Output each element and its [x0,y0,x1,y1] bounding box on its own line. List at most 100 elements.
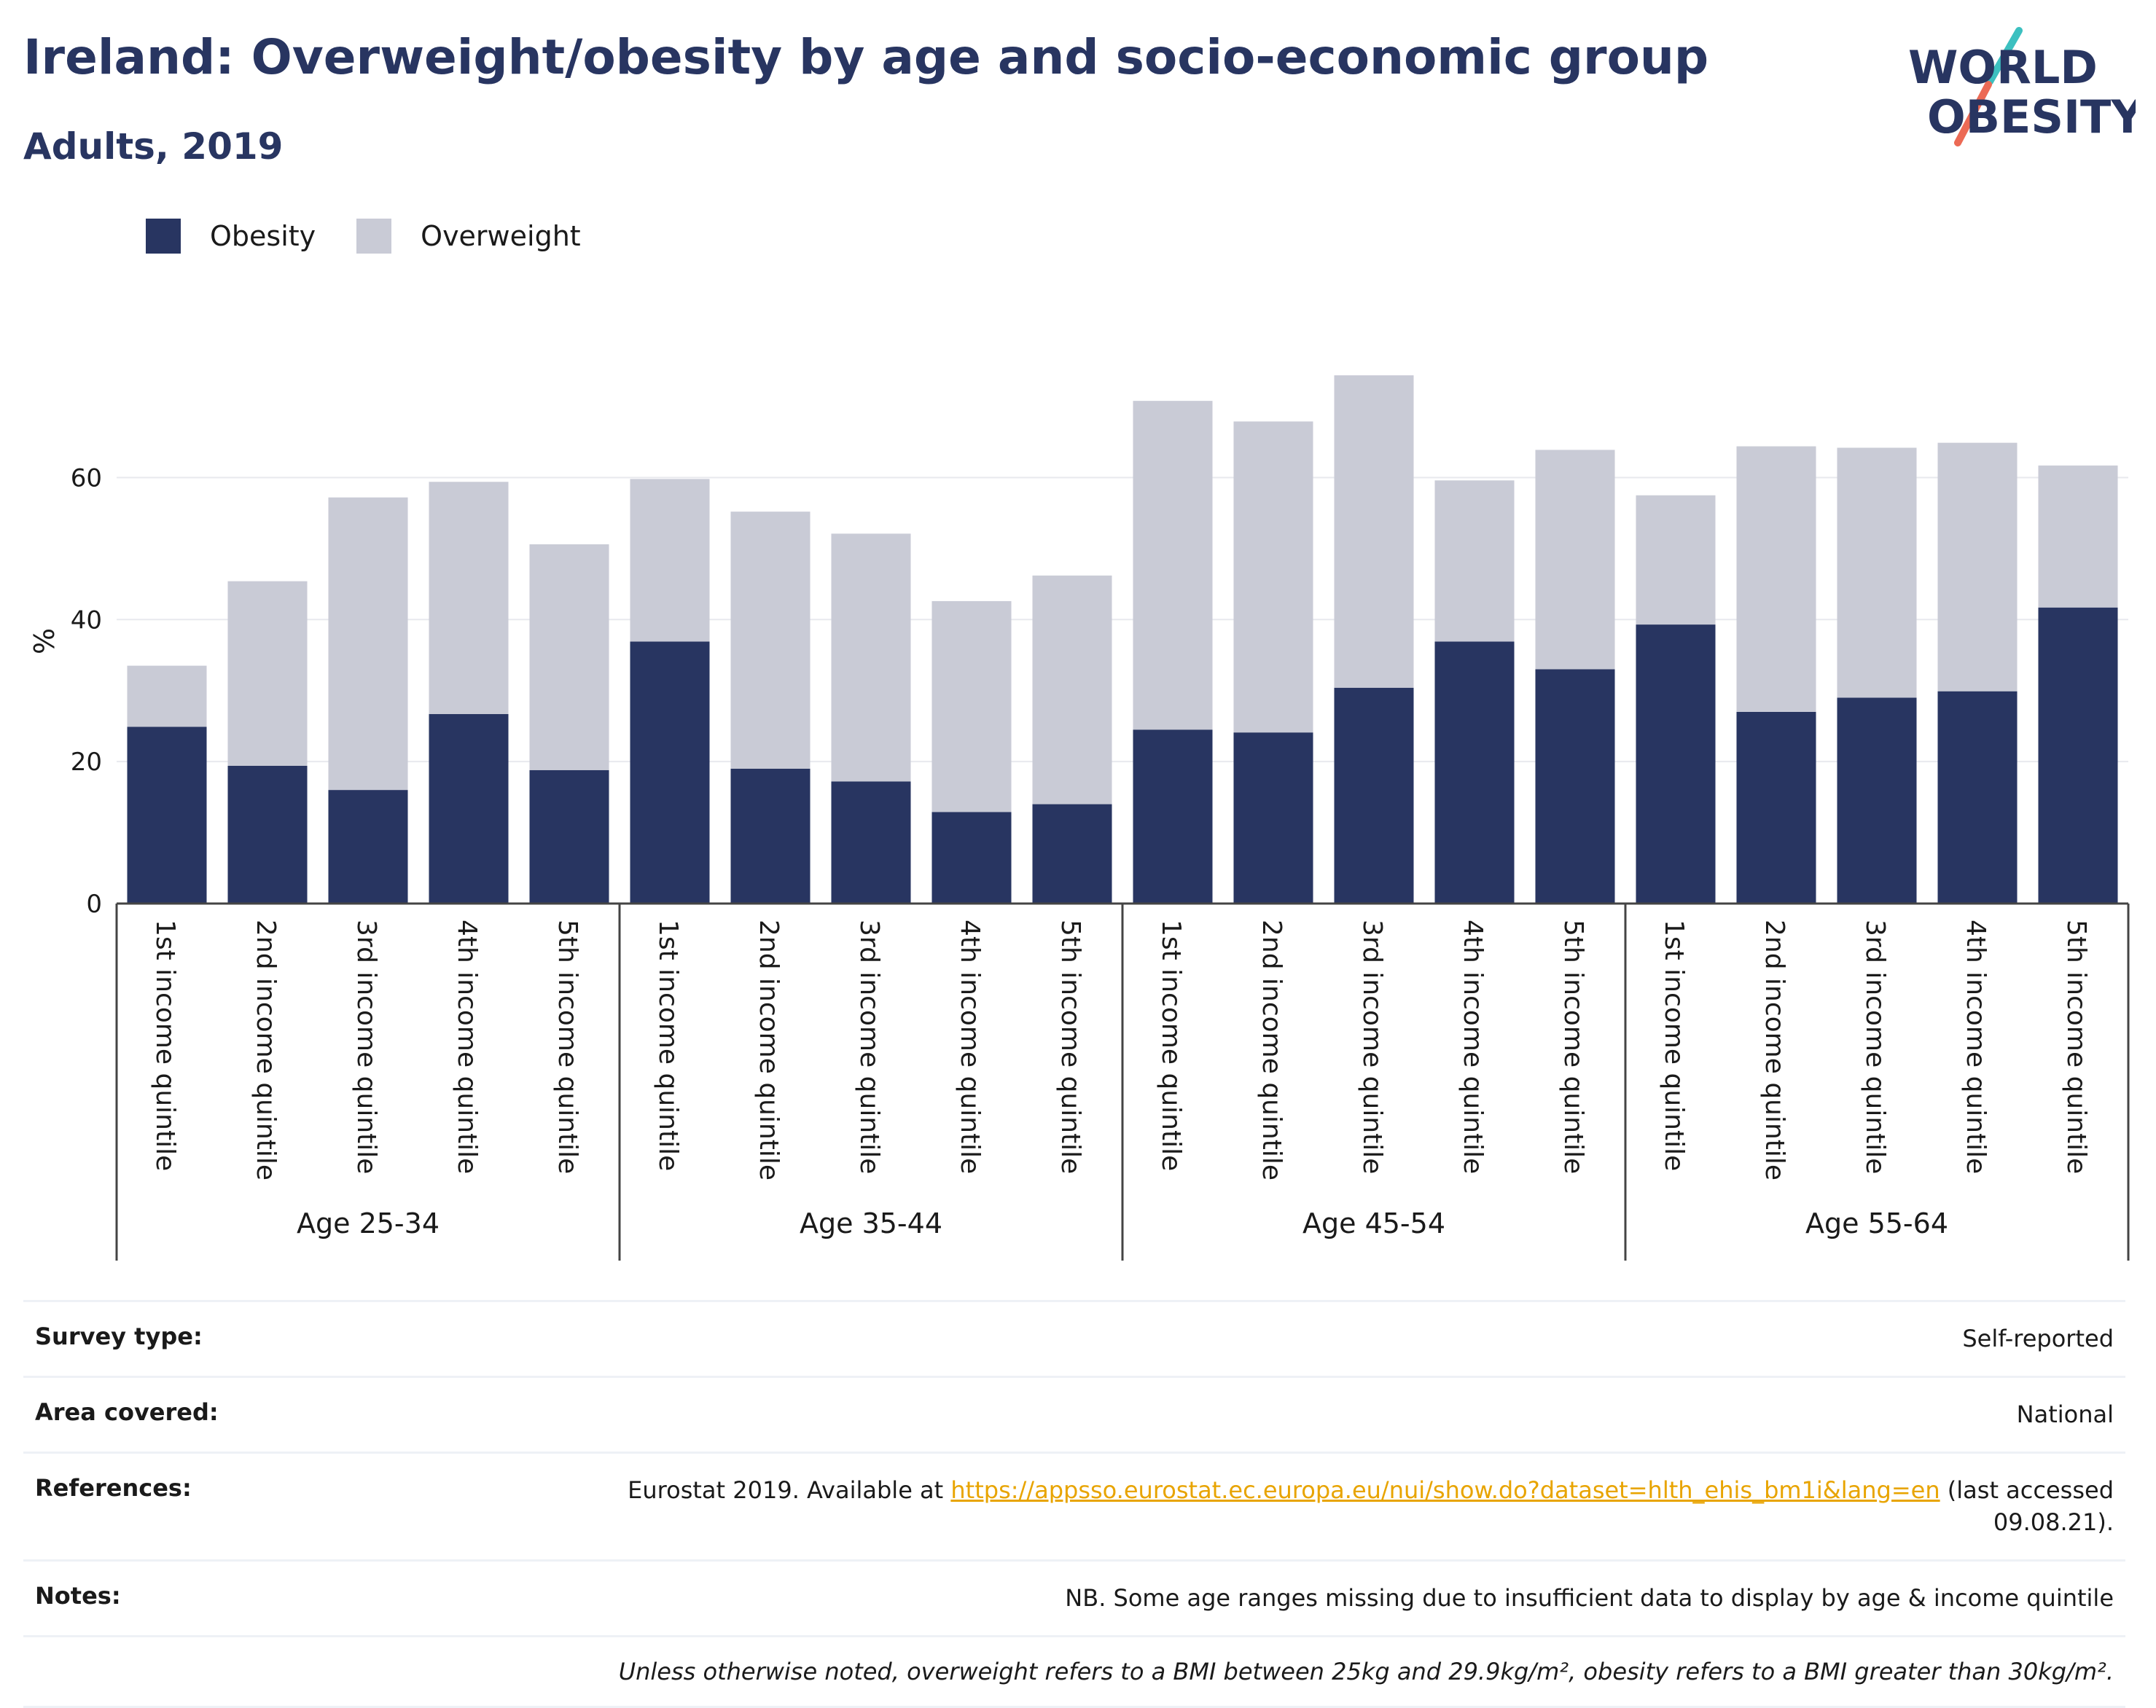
legend-item-obesity[interactable]: Obesity [146,219,316,254]
reference-text-after: (last accessed 09.08.21). [1940,1476,2114,1537]
reference-link[interactable]: https://appsso.eurostat.ec.europa.eu/nui… [950,1476,1940,1504]
bar-obesity [1233,732,1313,904]
x-tick-label: 4th income quintile [1458,920,1488,1174]
bar-obesity [1736,711,1816,904]
bar-obesity [328,790,408,904]
bar-obesity [730,768,811,904]
x-tick-label: 4th income quintile [955,920,985,1174]
legend-swatch-obesity [146,219,181,254]
x-tick-label: 1st income quintile [1156,920,1186,1171]
bar-obesity [1636,624,1716,904]
bar-overweight [1736,446,1816,712]
bar-overweight [1032,575,1112,804]
y-tick-label: 20 [71,748,102,777]
world-obesity-logo: WORLD OBESITY [1908,27,2136,146]
bar-overweight [1937,442,2018,692]
bar-overweight [1133,401,1213,730]
bar-obesity [1334,687,1414,904]
x-tick-label: 1st income quintile [653,920,683,1171]
meta-key-notes: Notes: [35,1582,121,1610]
x-tick-label: 5th income quintile [1558,920,1588,1174]
bar-overweight [630,479,710,642]
group-label: Age 25-34 [297,1207,440,1239]
bar-obesity [227,765,308,904]
meta-row-area-covered: Area covered: National [23,1375,2125,1452]
x-tick-label: 2nd income quintile [1257,920,1286,1180]
bar-overweight [1434,480,1515,642]
chart-legend: Obesity Overweight [146,217,622,255]
metadata-table: Survey type: Self-reported Area covered:… [23,1300,2125,1708]
meta-value-area-covered: National [2016,1400,2114,1428]
bar-obesity [429,713,509,904]
meta-row-references: References: Eurostat 2019. Available at … [23,1451,2125,1560]
chart-subtitle: Adults, 2019 [23,125,284,168]
meta-key-survey-type: Survey type: [35,1323,203,1350]
x-tick-label: 1st income quintile [1659,920,1689,1171]
x-tick-label: 5th income quintile [2061,920,2091,1174]
bar-obesity [931,812,1012,904]
x-tick-label: 2nd income quintile [754,920,784,1180]
meta-value-references: Eurostat 2019. Available at https://apps… [583,1474,2114,1540]
x-tick-label: 3rd income quintile [351,920,381,1174]
bar-overweight [831,533,911,782]
bar-overweight [328,497,408,791]
bar-obesity [127,726,207,904]
x-tick-label: 5th income quintile [1055,920,1085,1174]
meta-key-area-covered: Area covered: [35,1398,219,1426]
y-axis-label: % [28,628,60,654]
bar-overweight [1233,421,1313,733]
group-label: Age 55-64 [1805,1207,1948,1239]
bar-overweight [529,544,609,770]
group-label: Age 45-54 [1302,1207,1445,1239]
logo-text-world: WORLD [1908,41,2098,94]
bar-overweight [931,600,1012,812]
reference-text-before: Eurostat 2019. Available at [628,1476,951,1504]
bmi-definition-footnote: Unless otherwise noted, overweight refer… [618,1657,2114,1685]
bar-obesity [1133,729,1213,904]
legend-swatch-overweight [356,219,392,254]
bar-overweight [227,581,308,766]
x-tick-label: 4th income quintile [452,920,482,1174]
meta-row-survey-type: Survey type: Self-reported [23,1300,2125,1376]
legend-label-overweight: Overweight [421,220,581,252]
bar-overweight [1837,447,1917,698]
meta-row-footnote: Unless otherwise noted, overweight refer… [23,1634,2125,1708]
meta-key-references: References: [35,1473,192,1502]
x-tick-label: 2nd income quintile [1759,920,1789,1180]
bar-obesity [2038,607,2118,904]
bar-obesity [630,641,710,904]
bar-obesity [529,769,609,904]
chart-title: Ireland: Overweight/obesity by age and s… [23,29,1709,85]
x-tick-label: 4th income quintile [1961,920,1991,1174]
bar-overweight [429,482,509,714]
x-tick-label: 3rd income quintile [854,920,884,1174]
bar-overweight [1334,375,1414,688]
bar-obesity [1032,804,1112,904]
x-tick-label: 3rd income quintile [1357,920,1387,1174]
meta-value-notes: NB. Some age ranges missing due to insuf… [1065,1584,2114,1613]
meta-value-survey-type: Self-reported [1962,1325,2114,1352]
bar-obesity [1434,641,1515,904]
legend-label-obesity: Obesity [210,220,316,252]
bar-obesity [831,781,911,904]
y-tick-label: 0 [86,890,102,919]
x-tick-label: 3rd income quintile [1860,920,1890,1174]
y-tick-label: 40 [71,606,102,635]
group-label: Age 35-44 [800,1207,942,1239]
x-tick-label: 1st income quintile [150,920,180,1171]
bar-overweight [1535,450,1615,670]
y-tick-label: 60 [71,463,102,493]
logo-text-obesity: OBESITY [1927,90,2136,144]
legend-item-overweight[interactable]: Overweight [356,219,581,254]
x-tick-label: 5th income quintile [552,920,582,1174]
bar-obesity [1535,669,1615,904]
bar-overweight [2038,465,2118,608]
bar-obesity [1937,691,2018,904]
stacked-bar-chart: 0 20 40 60% 1st income quintile 2nd income qu… [28,375,2130,1261]
meta-row-notes: Notes: NB. Some age ranges missing due t… [23,1559,2125,1635]
bar-overweight [127,665,207,727]
bar-obesity [1837,697,1917,904]
bar-overweight [1636,495,1716,625]
x-tick-label: 2nd income quintile [251,920,281,1180]
bar-overweight [730,512,811,769]
